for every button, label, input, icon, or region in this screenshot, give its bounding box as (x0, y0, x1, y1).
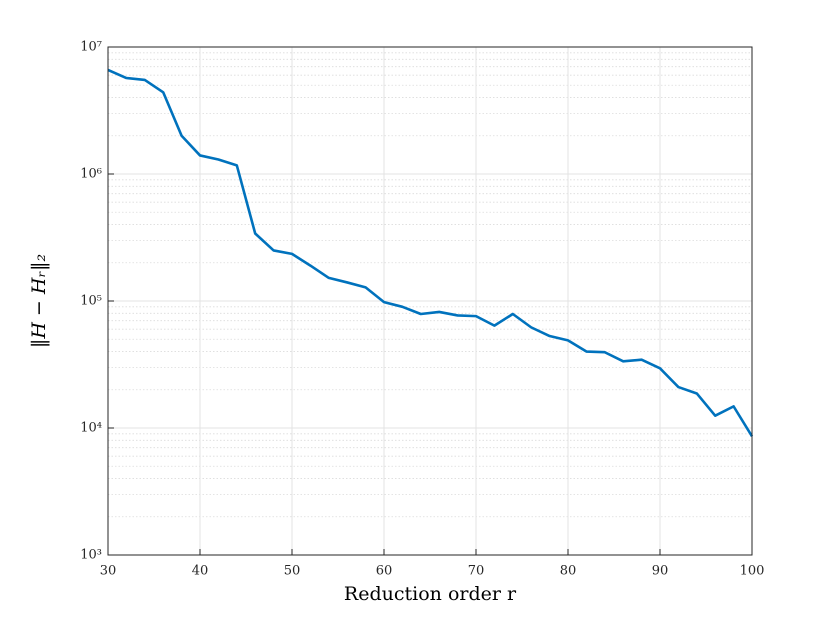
x-tick-label: 40 (192, 564, 209, 579)
x-axis-title: Reduction order r (344, 583, 517, 605)
data-line (107, 68, 754, 437)
x-tick-label: 100 (740, 564, 765, 579)
y-tick-label: 10⁴ (80, 421, 102, 436)
x-tick-label: 80 (560, 564, 577, 579)
x-tick-label: 70 (468, 564, 485, 579)
x-tick-label: 60 (376, 564, 393, 579)
marks (107, 68, 754, 437)
x-tick-label: 30 (100, 564, 117, 579)
y-tick-label: 10⁶ (80, 167, 102, 182)
x-tick-label: 50 (284, 564, 301, 579)
y-axis-title: ‖H − Hᵣ‖₂ (28, 254, 50, 348)
x-tick-label: 90 (652, 564, 669, 579)
y-tick-label: 10⁵ (80, 294, 102, 309)
y-tick-label: 10³ (80, 548, 102, 563)
y-tick-label: 10⁷ (80, 40, 102, 55)
